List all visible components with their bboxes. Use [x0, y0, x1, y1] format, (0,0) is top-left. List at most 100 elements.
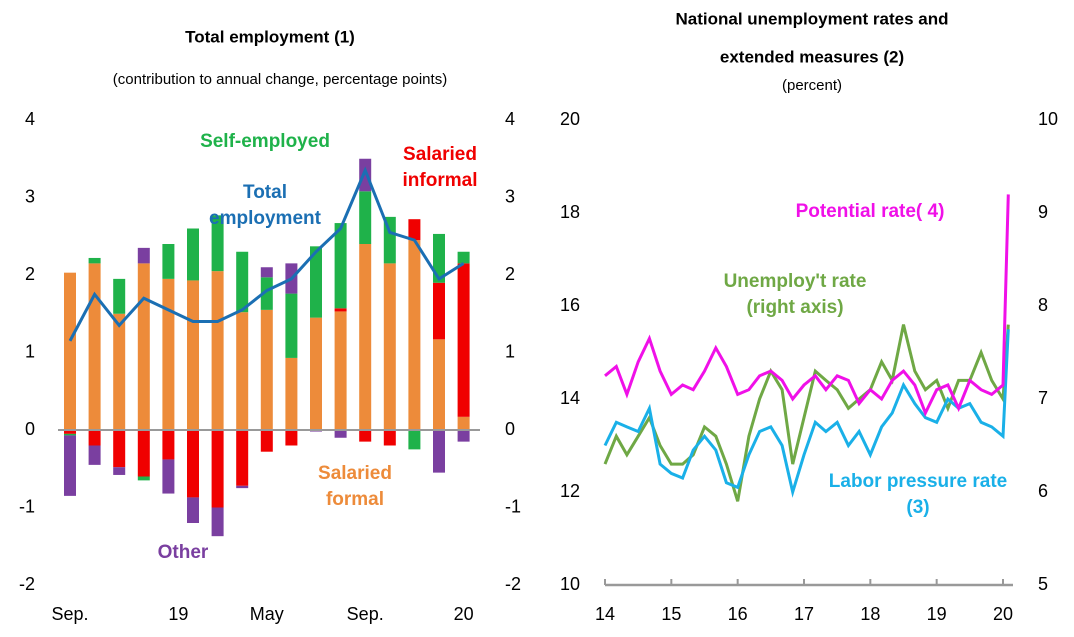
bar-segment	[236, 485, 249, 489]
bar-segment	[88, 445, 101, 465]
y-tick-label: 4	[25, 109, 35, 129]
bar-segment	[310, 246, 322, 318]
bar-segment	[137, 263, 150, 430]
y-tick-label: -1	[19, 496, 35, 516]
x-tick-label: May	[250, 604, 284, 624]
bar-segment	[88, 430, 101, 446]
bar-segment	[211, 215, 224, 272]
bar-segment	[408, 219, 421, 241]
series-line	[604, 194, 1010, 417]
bar-segment	[137, 476, 150, 481]
bar-segment	[433, 282, 445, 340]
chart-subtitle: (contribution to annual change, percenta…	[113, 71, 447, 88]
y2-tick-label: 6	[1038, 481, 1048, 501]
bar-segment	[433, 233, 445, 283]
bar-segment	[211, 271, 224, 430]
annotation: Potential rate( 4)	[796, 201, 945, 222]
chart-title: extended measures (2)	[720, 47, 904, 66]
bar-segment	[113, 467, 126, 475]
y2-tick-label: 5	[1038, 574, 1048, 594]
y-tick-label: -1	[505, 496, 521, 516]
y-tick-label: -2	[505, 574, 521, 594]
bar-segment	[359, 191, 372, 244]
chart-title: Total employment (1)	[185, 27, 355, 46]
bar-segment	[64, 435, 76, 496]
bar-segment	[162, 244, 175, 279]
y-tick-label: 16	[560, 295, 580, 315]
bar-segment	[211, 507, 224, 537]
annotation: Salaried	[318, 463, 392, 484]
bar-segment	[211, 430, 224, 508]
bar-segment	[359, 244, 372, 430]
bar-segment	[457, 263, 470, 417]
x-tick-label: 18	[860, 604, 880, 624]
bar-segment	[88, 263, 101, 430]
bar-segment	[88, 257, 101, 264]
bar-segment	[334, 223, 347, 309]
y-tick-label: 3	[25, 186, 35, 206]
bar-segment	[359, 158, 372, 192]
x-tick-label: 15	[661, 604, 681, 624]
chart-subtitle: (percent)	[782, 77, 842, 94]
y2-tick-label: 10	[1038, 109, 1058, 129]
annotation: Unemploy't rate	[724, 271, 867, 292]
bar-segment	[457, 430, 470, 442]
bar-segment	[383, 430, 396, 446]
annotation: Self-employed	[200, 131, 330, 152]
bar-segment	[408, 240, 421, 430]
y-tick-label: 2	[25, 264, 35, 284]
bar-segment	[187, 228, 199, 281]
series-line	[603, 329, 1010, 498]
y-tick-label: 10	[560, 574, 580, 594]
bar-segment	[457, 416, 470, 430]
y2-tick-label: 8	[1038, 295, 1048, 315]
bar-segment	[260, 430, 273, 452]
bar-segment	[334, 430, 347, 438]
total-line	[68, 166, 465, 342]
bar-segment	[113, 278, 126, 314]
y-tick-label: 14	[560, 388, 580, 408]
bar-segment	[433, 430, 445, 473]
annotation: Salaried	[403, 144, 477, 165]
bar-segment	[162, 278, 175, 430]
annotation: Total	[243, 182, 287, 203]
x-tick-label: Sep.	[347, 604, 384, 624]
y-tick-label: 0	[25, 419, 35, 439]
y-tick-label: 12	[560, 481, 580, 501]
y2-tick-label: 7	[1038, 388, 1048, 408]
y-tick-label: 4	[505, 109, 515, 129]
bar-segment	[64, 433, 76, 436]
bar-segment	[260, 309, 273, 430]
y-tick-label: 0	[505, 419, 515, 439]
y-tick-label: 3	[505, 186, 515, 206]
bar-segment	[187, 430, 199, 498]
x-tick-label: 14	[595, 604, 615, 624]
bar-segment	[162, 430, 175, 460]
bar-segment	[408, 430, 421, 450]
x-tick-label: Sep.	[51, 604, 88, 624]
y-tick-label: 2	[505, 264, 515, 284]
bar-segment	[383, 263, 396, 430]
bar-segment	[334, 311, 347, 430]
bar-segment	[137, 430, 150, 477]
y-tick-label: 20	[560, 109, 580, 129]
bar-segment	[64, 272, 76, 430]
y-tick-label: 1	[25, 341, 35, 361]
y2-tick-label: 9	[1038, 202, 1048, 222]
bar-segment	[334, 308, 347, 312]
annotation: (right axis)	[746, 297, 843, 318]
bar-segment	[236, 312, 249, 430]
bar-segment	[310, 317, 322, 430]
bar-segment	[260, 267, 273, 278]
bar-segment	[359, 430, 372, 442]
annotation: informal	[403, 170, 478, 191]
chart-title: National unemployment rates and	[676, 9, 949, 28]
bar-segment	[162, 459, 175, 494]
annotation: (3)	[906, 497, 929, 518]
x-tick-label: 20	[993, 604, 1013, 624]
annotation: Other	[158, 542, 209, 563]
bar-segment	[64, 430, 76, 434]
x-tick-label: 16	[728, 604, 748, 624]
annotation: Labor pressure rate	[829, 471, 1007, 492]
